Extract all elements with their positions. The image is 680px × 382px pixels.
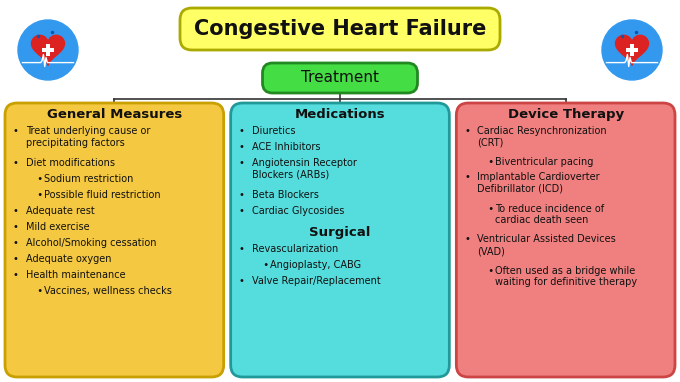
Text: Beta Blockers: Beta Blockers	[252, 190, 318, 200]
Text: •: •	[239, 126, 245, 136]
Text: •: •	[464, 126, 470, 136]
Bar	[626, 48, 638, 52]
Text: Alcohol/Smoking cessation: Alcohol/Smoking cessation	[26, 238, 156, 248]
Text: Angioplasty, CABG: Angioplasty, CABG	[270, 260, 361, 270]
Text: •: •	[13, 270, 19, 280]
Text: •: •	[482, 157, 494, 167]
Text: •: •	[464, 173, 470, 183]
Text: •: •	[239, 158, 245, 168]
Text: Treat underlying cause or: Treat underlying cause or	[26, 126, 150, 136]
Text: (CRT): (CRT)	[477, 138, 504, 147]
Text: Revascularization: Revascularization	[252, 244, 338, 254]
Text: Often used as a bridge while: Often used as a bridge while	[495, 265, 636, 275]
Polygon shape	[615, 35, 649, 65]
Text: Medications: Medications	[294, 108, 386, 121]
Text: Congestive Heart Failure: Congestive Heart Failure	[194, 19, 486, 39]
Text: •: •	[239, 190, 245, 200]
Text: Cardiac Glycosides: Cardiac Glycosides	[252, 206, 344, 216]
Text: Sodium restriction: Sodium restriction	[44, 174, 133, 184]
Bar	[42, 48, 54, 52]
Polygon shape	[31, 35, 65, 65]
Text: Adequate oxygen: Adequate oxygen	[26, 254, 112, 264]
Text: Implantable Cardioverter: Implantable Cardioverter	[477, 173, 600, 183]
Text: •: •	[13, 254, 19, 264]
Text: •: •	[256, 260, 269, 270]
Text: Device Therapy: Device Therapy	[507, 108, 624, 121]
Text: Biventricular pacing: Biventricular pacing	[495, 157, 594, 167]
Circle shape	[18, 20, 78, 80]
Text: •: •	[13, 222, 19, 232]
FancyBboxPatch shape	[5, 103, 224, 377]
Text: (VAD): (VAD)	[477, 246, 505, 256]
Bar	[630, 44, 634, 56]
FancyBboxPatch shape	[180, 8, 500, 50]
Text: Possible fluid restriction: Possible fluid restriction	[44, 190, 160, 200]
FancyBboxPatch shape	[456, 103, 675, 377]
Text: •: •	[13, 158, 19, 168]
Text: Angiotensin Receptor: Angiotensin Receptor	[252, 158, 356, 168]
FancyBboxPatch shape	[231, 103, 449, 377]
Text: Treatment: Treatment	[301, 71, 379, 86]
FancyBboxPatch shape	[262, 63, 418, 93]
Text: waiting for definitive therapy: waiting for definitive therapy	[495, 277, 637, 287]
Text: Vaccines, wellness checks: Vaccines, wellness checks	[44, 286, 172, 296]
Text: •: •	[31, 174, 43, 184]
Text: •: •	[13, 238, 19, 248]
Text: Blockers (ARBs): Blockers (ARBs)	[252, 170, 329, 180]
Text: •: •	[239, 244, 245, 254]
Text: •: •	[239, 206, 245, 216]
Text: Valve Repair/Replacement: Valve Repair/Replacement	[252, 276, 380, 286]
Text: •: •	[482, 265, 494, 275]
Circle shape	[602, 20, 662, 80]
Text: •: •	[464, 235, 470, 244]
Text: •: •	[31, 286, 43, 296]
Text: •: •	[13, 206, 19, 216]
Text: Cardiac Resynchronization: Cardiac Resynchronization	[477, 126, 607, 136]
Text: Mild exercise: Mild exercise	[26, 222, 90, 232]
Text: General Measures: General Measures	[47, 108, 182, 121]
Text: To reduce incidence of: To reduce incidence of	[495, 204, 605, 214]
Text: Adequate rest: Adequate rest	[26, 206, 95, 216]
Text: •: •	[239, 142, 245, 152]
Bar	[46, 44, 50, 56]
Text: cardiac death seen: cardiac death seen	[495, 215, 589, 225]
Text: Surgical: Surgical	[309, 226, 371, 239]
Text: Health maintenance: Health maintenance	[26, 270, 126, 280]
Text: Defibrillator (ICD): Defibrillator (ICD)	[477, 184, 563, 194]
Text: Diet modifications: Diet modifications	[26, 158, 115, 168]
Text: Diuretics: Diuretics	[252, 126, 295, 136]
Text: •: •	[31, 190, 43, 200]
Text: precipitating factors: precipitating factors	[26, 138, 124, 147]
Text: •: •	[13, 126, 19, 136]
Text: ACE Inhibitors: ACE Inhibitors	[252, 142, 320, 152]
Text: •: •	[239, 276, 245, 286]
Text: •: •	[482, 204, 494, 214]
Text: Ventricular Assisted Devices: Ventricular Assisted Devices	[477, 235, 616, 244]
